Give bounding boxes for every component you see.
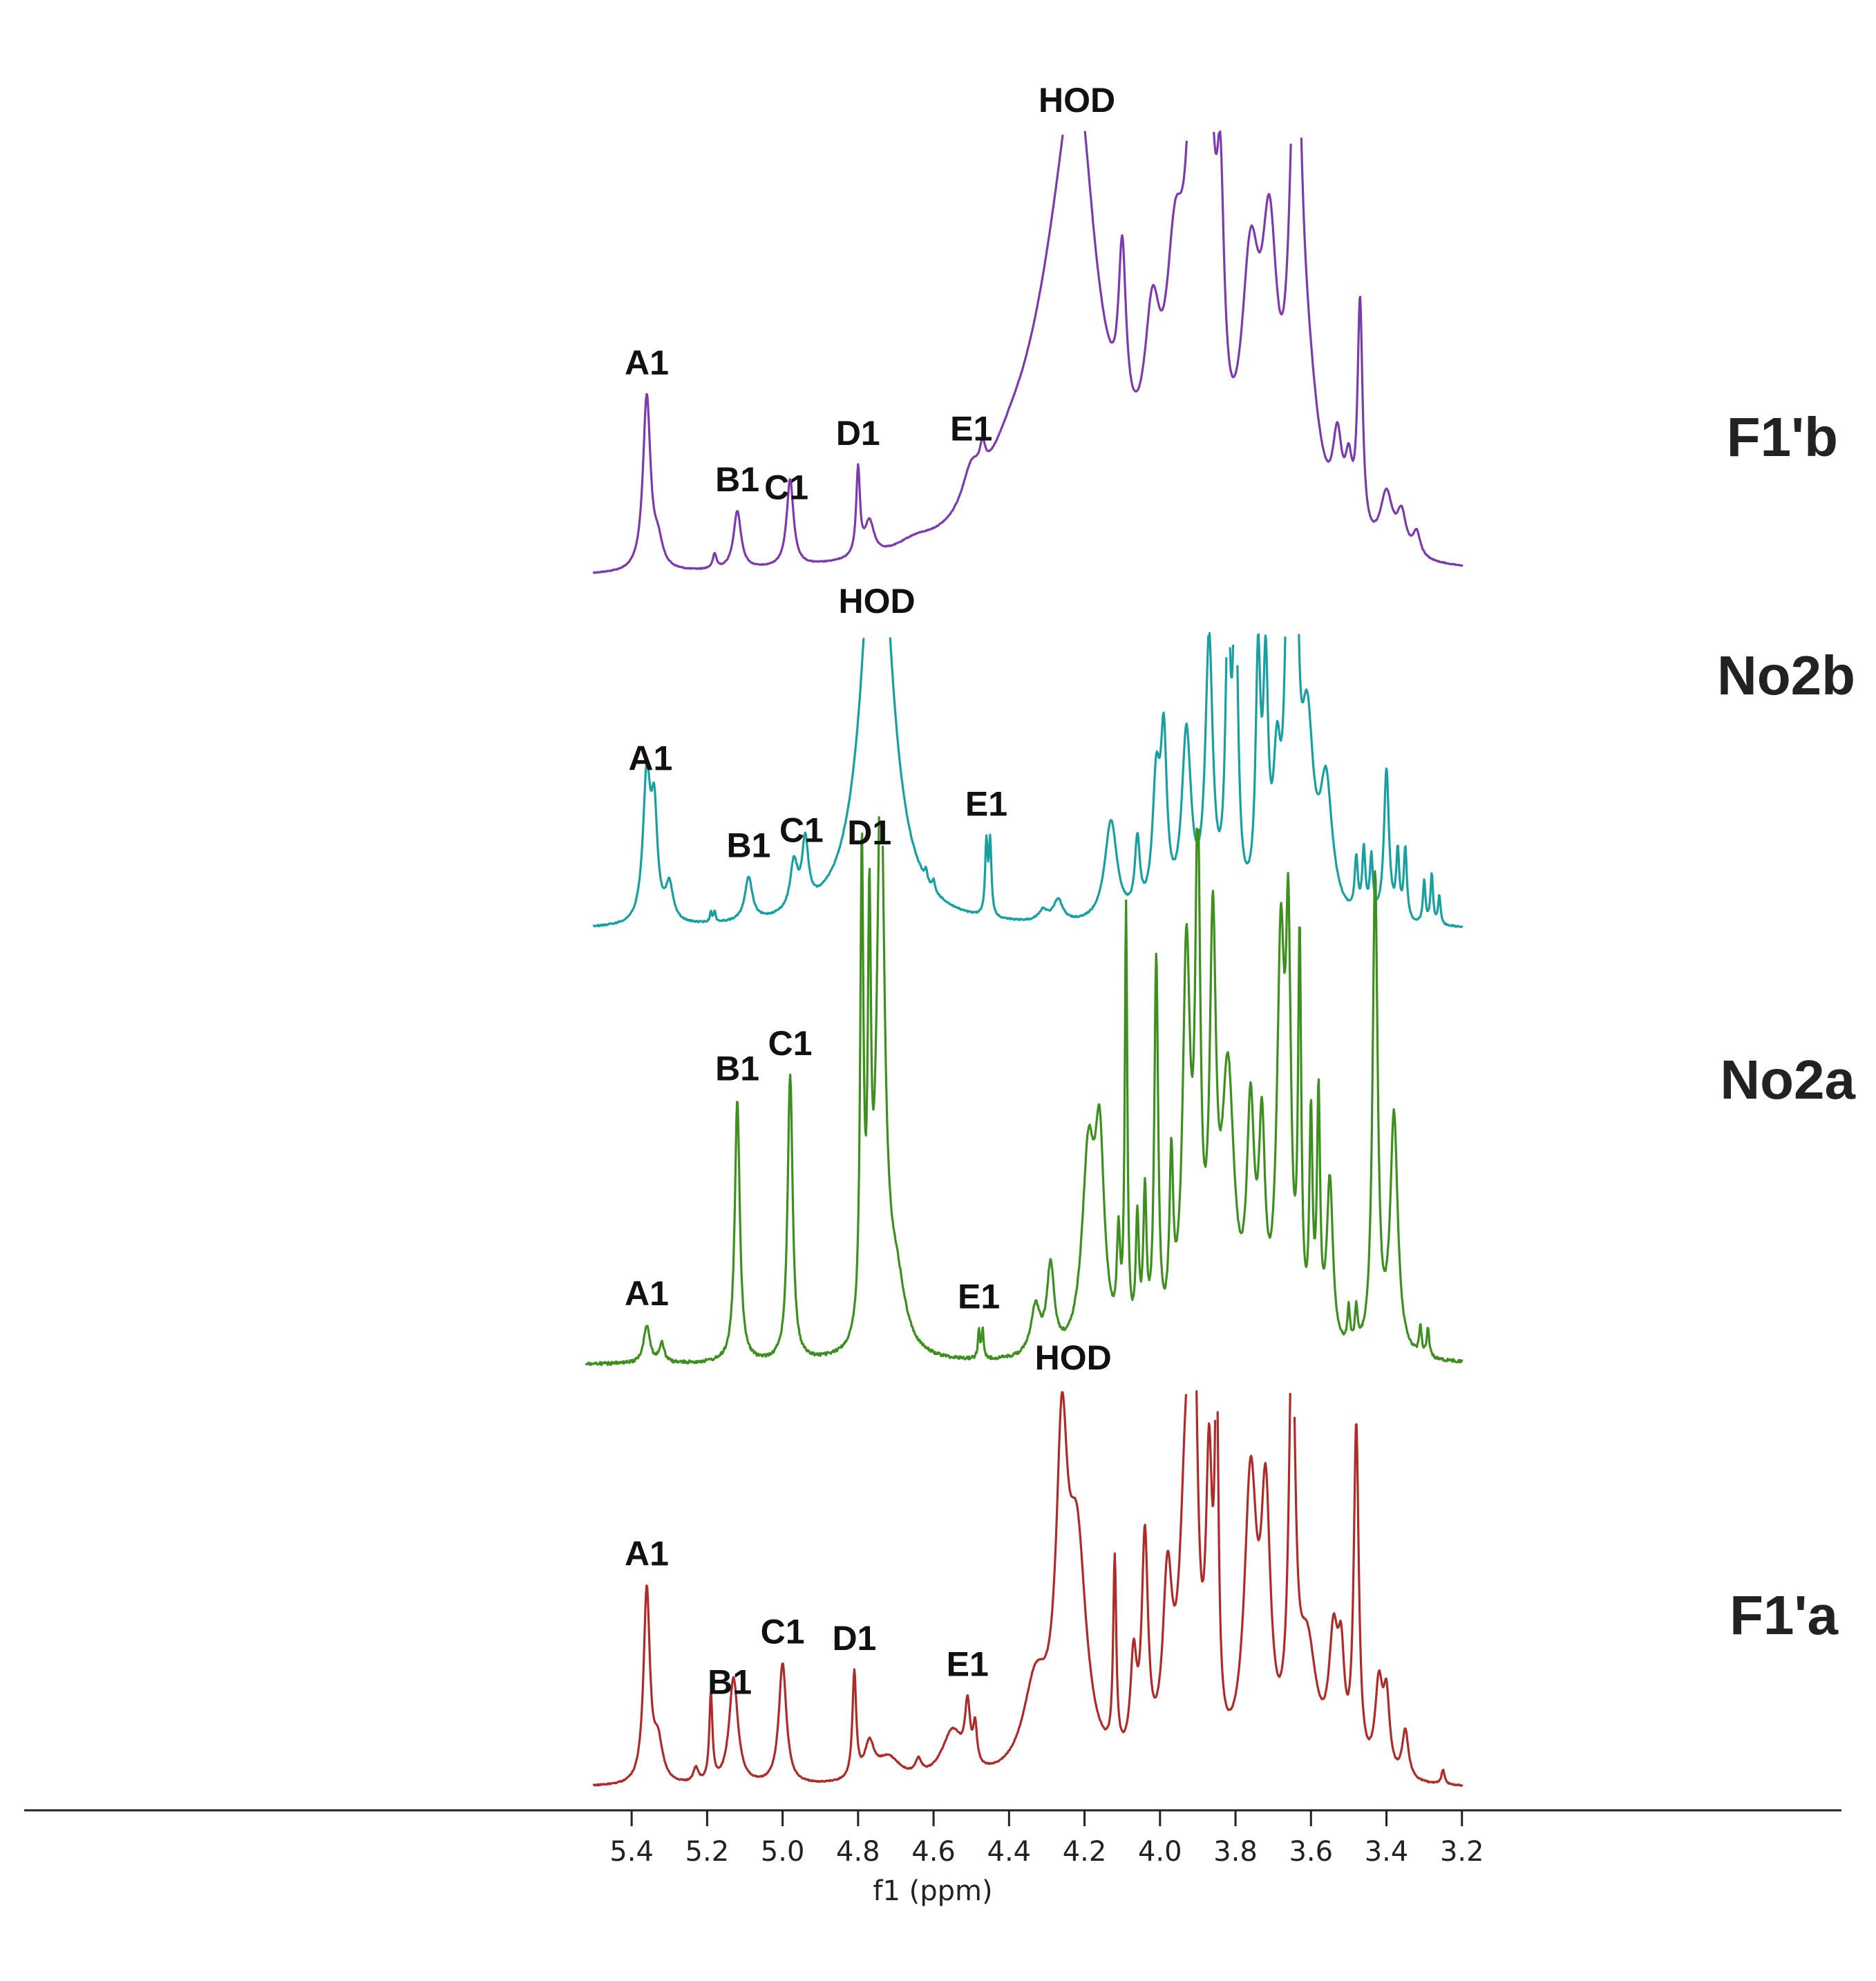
peak-label-f1-b-d1: D1 bbox=[836, 414, 880, 453]
spectrum-line-no2b bbox=[592, 632, 1463, 929]
peak-label-no2b-c1: C1 bbox=[779, 811, 824, 849]
spectrum-line-no2a bbox=[585, 816, 1463, 1367]
x-tick-label: 3.8 bbox=[1213, 1836, 1258, 1868]
peak-label-f1-b-e1: E1 bbox=[950, 410, 992, 448]
peak-label-f1-a-e1: E1 bbox=[947, 1645, 989, 1684]
peak-label-f1-a-a1: A1 bbox=[625, 1534, 669, 1573]
peak-label-no2b-hod: HOD bbox=[839, 582, 916, 620]
peak-label-no2a-e1: E1 bbox=[958, 1277, 1000, 1316]
x-axis-title: f1 (ppm) bbox=[873, 1875, 992, 1907]
sample-label-f1-b: F1'b bbox=[1727, 406, 1838, 468]
spectrum-f1-a: A1 B1 C1 D1 E1 HOD F1'a bbox=[592, 1338, 1839, 1787]
x-tick-label: 4.0 bbox=[1138, 1836, 1182, 1868]
peak-label-f1-a-b1: B1 bbox=[708, 1662, 752, 1701]
peak-label-no2b-a1: A1 bbox=[628, 739, 672, 777]
peak-label-no2b-b1: B1 bbox=[726, 826, 770, 865]
x-tick-label: 3.2 bbox=[1440, 1836, 1484, 1868]
x-tick-label: 5.4 bbox=[609, 1836, 654, 1868]
peak-label-f1-b-hod: HOD bbox=[1039, 81, 1115, 120]
peak-label-no2b-e1: E1 bbox=[965, 784, 1007, 823]
peak-label-f1-a-c1: C1 bbox=[761, 1613, 805, 1651]
spectrum-no2b: A1 B1 C1 HOD E1 No2b bbox=[592, 582, 1855, 929]
sample-label-f1-a: F1'a bbox=[1730, 1584, 1838, 1646]
peak-label-f1-a-d1: D1 bbox=[832, 1619, 876, 1658]
peak-label-no2a-d1: D1 bbox=[847, 813, 891, 852]
x-tick-label: 3.4 bbox=[1365, 1836, 1409, 1868]
spectrum-f1-b: A1 B1 C1 D1 E1 HOD F1'b bbox=[592, 81, 1838, 574]
x-axis: 5.4 5.2 5.0 4.8 4.6 4.4 4.2 4.0 3.8 3.6 … bbox=[24, 1809, 1841, 1907]
peak-label-f1-b-b1: B1 bbox=[715, 460, 759, 499]
x-tick-label: 3.6 bbox=[1289, 1836, 1333, 1868]
peak-label-f1-b-c1: C1 bbox=[764, 468, 808, 507]
sample-label-no2a: No2a bbox=[1720, 1049, 1855, 1110]
spectrum-no2a: A1 B1 C1 D1 E1 No2a bbox=[585, 813, 1856, 1367]
peak-label-no2a-a1: A1 bbox=[625, 1274, 669, 1313]
x-axis-ticks: 5.4 5.2 5.0 4.8 4.6 4.4 4.2 4.0 3.8 3.6 … bbox=[609, 1810, 1484, 1868]
x-tick-label: 5.2 bbox=[685, 1836, 730, 1868]
x-tick-label: 4.4 bbox=[987, 1836, 1032, 1868]
spectrum-line-f1-a bbox=[592, 1390, 1463, 1787]
x-tick-label: 4.8 bbox=[836, 1836, 880, 1868]
x-tick-label: 5.0 bbox=[761, 1836, 805, 1868]
x-tick-label: 4.6 bbox=[911, 1836, 956, 1868]
x-tick-label: 4.2 bbox=[1063, 1836, 1107, 1868]
peak-label-f1-b-a1: A1 bbox=[625, 343, 669, 382]
peak-label-no2a-b1: B1 bbox=[715, 1050, 759, 1088]
spectrum-line-f1-b bbox=[592, 130, 1463, 574]
sample-label-no2b: No2b bbox=[1717, 645, 1855, 706]
peak-label-f1-a-hod: HOD bbox=[1035, 1338, 1112, 1377]
peak-label-no2a-c1: C1 bbox=[768, 1024, 813, 1063]
